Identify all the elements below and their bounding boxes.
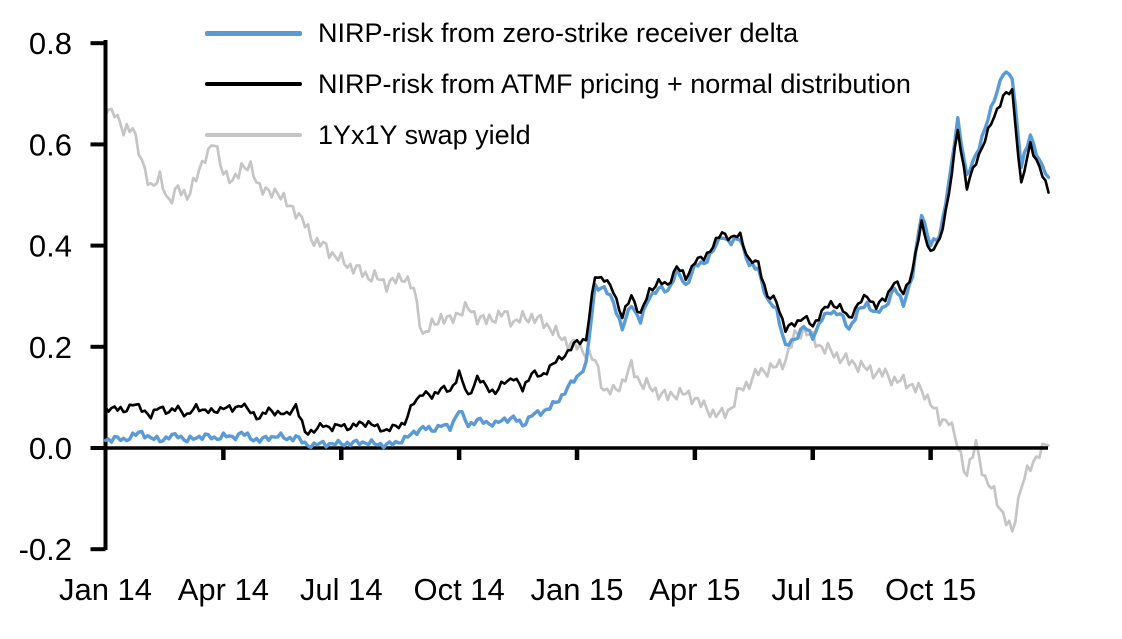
legend-label-swap-yield: 1Yx1Y swap yield — [318, 119, 531, 150]
legend-swatch-black-line — [205, 82, 302, 86]
chart-legend: NIRP-risk from zero-strike receiver delt… — [205, 17, 911, 172]
y-tick-label: 0.2 — [29, 330, 72, 365]
y-tick-label: 0.0 — [29, 431, 72, 466]
series-line-nirp-risk-zero-strike-receiver-delta — [103, 70, 1051, 450]
x-tick-label: Jul 15 — [771, 572, 854, 607]
y-tick-label: 0.8 — [29, 26, 72, 61]
legend-item-atmf-normal-distribution: NIRP-risk from ATMF pricing + normal dis… — [205, 68, 911, 99]
x-tick-label: Apr 14 — [178, 572, 269, 607]
legend-swatch-blue-line — [205, 30, 302, 36]
x-tick-label: Jul 14 — [300, 572, 383, 607]
x-tick-label: Jan 15 — [530, 572, 623, 607]
legend-item-zero-strike-receiver-delta: NIRP-risk from zero-strike receiver delt… — [205, 17, 911, 48]
x-tick-label: Jan 14 — [59, 572, 152, 607]
y-tick-label: 0.6 — [29, 127, 72, 162]
legend-label-zero-strike-receiver-delta: NIRP-risk from zero-strike receiver delt… — [318, 17, 799, 48]
legend-item-swap-yield: 1Yx1Y swap yield — [205, 119, 911, 150]
legend-swatch-gray-line — [205, 133, 302, 137]
legend-label-atmf-normal-distribution: NIRP-risk from ATMF pricing + normal dis… — [318, 68, 911, 99]
series-line-1yx1y-swap-yield — [104, 107, 1050, 533]
y-tick-label: -0.2 — [19, 532, 72, 567]
series-line-nirp-risk-atmf-normal-distribution — [104, 87, 1050, 436]
x-tick-label: Oct 14 — [413, 572, 504, 607]
x-tick-label: Oct 15 — [885, 572, 976, 607]
x-tick-label: Apr 15 — [649, 572, 740, 607]
y-tick-label: 0.4 — [29, 229, 72, 264]
